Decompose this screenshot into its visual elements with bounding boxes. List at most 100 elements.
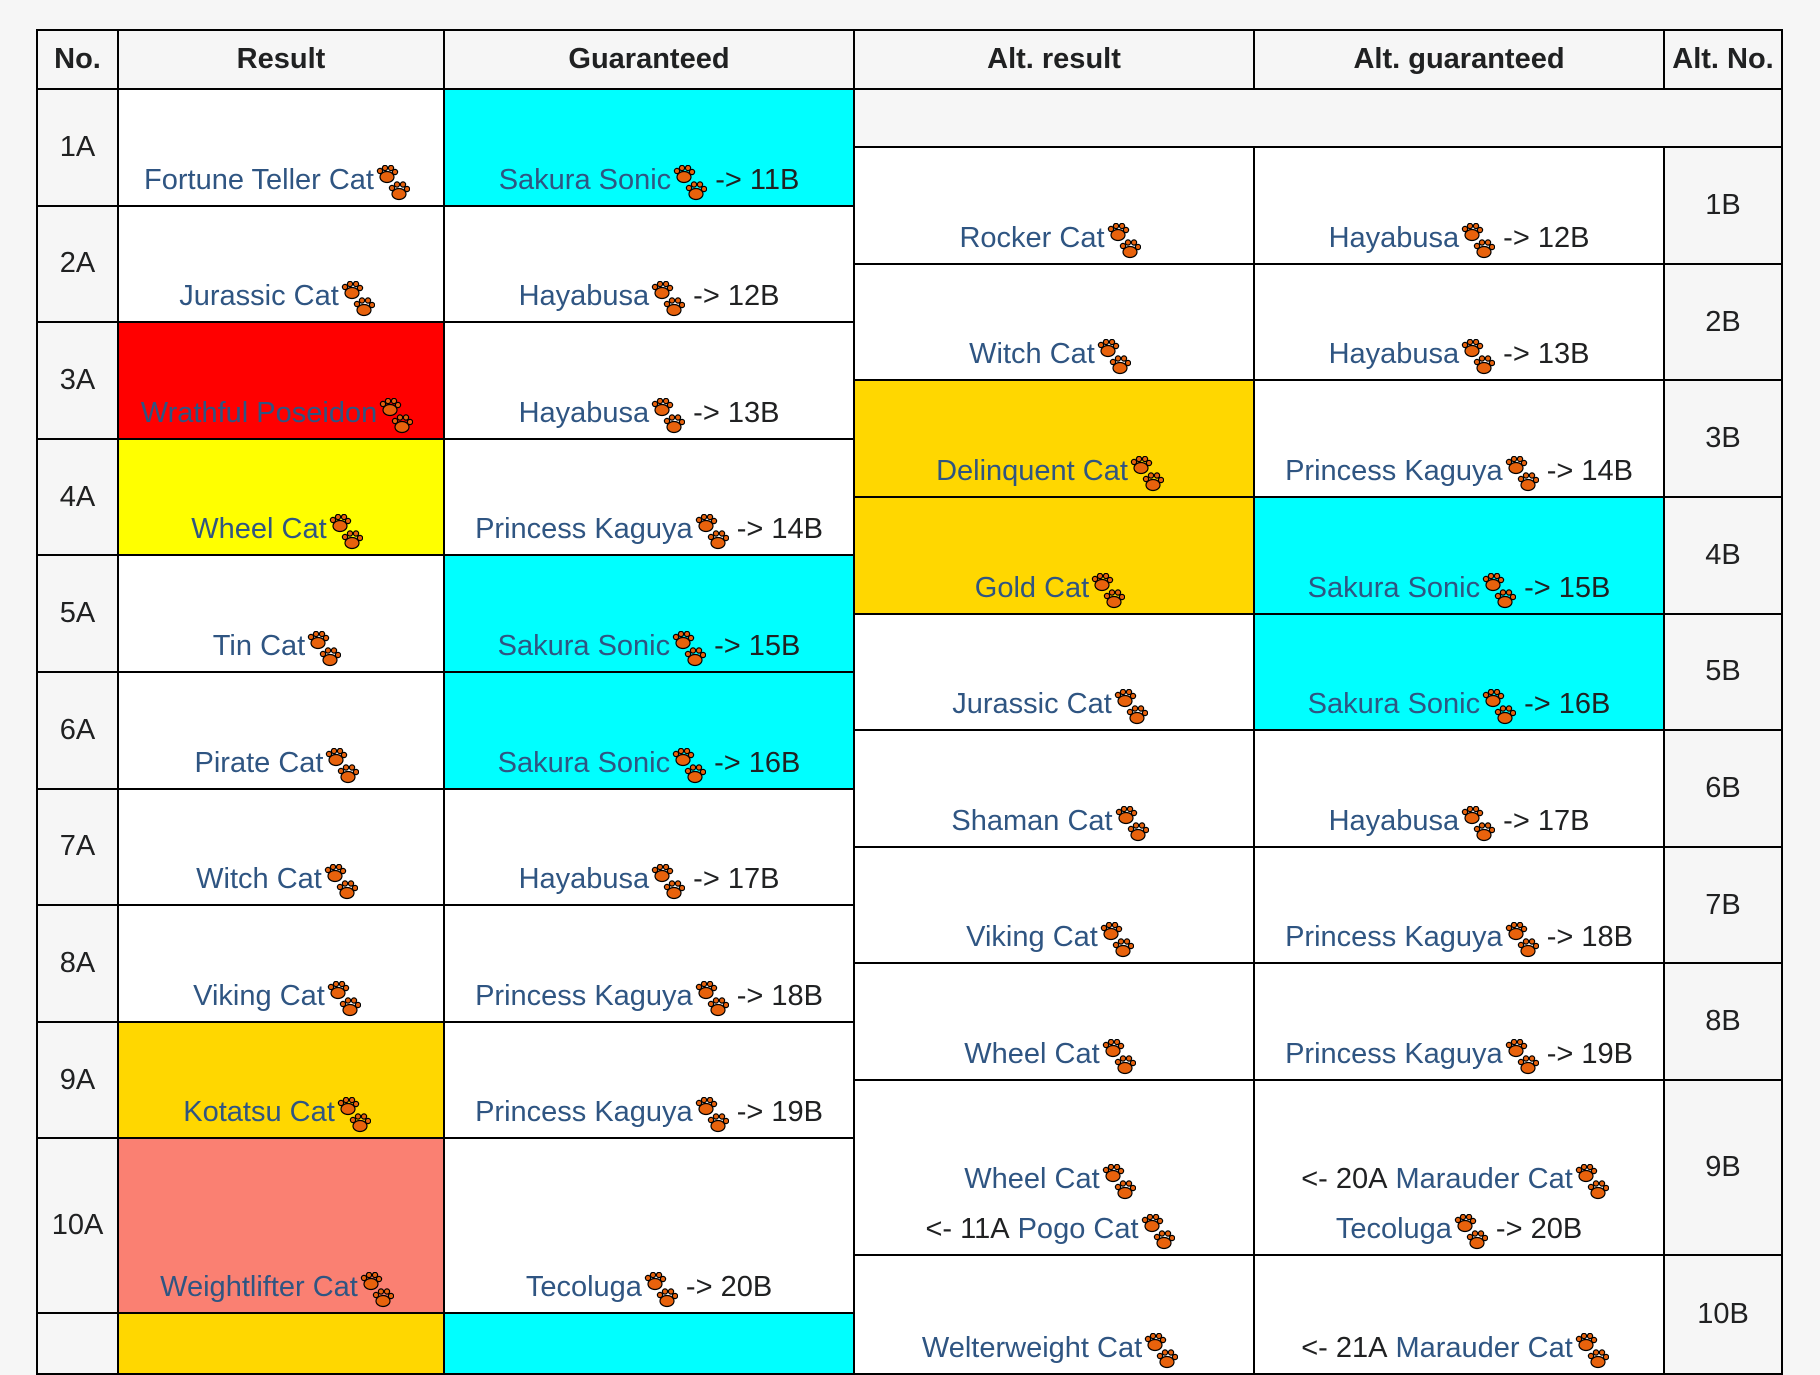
unit-link[interactable]: Jurassic Cat [179,280,339,313]
unit-link[interactable]: Princess Kaguya [475,513,693,546]
unit-link[interactable]: Princess Kaguya [1285,455,1503,488]
unit-link[interactable]: Pogo Cat [1017,1212,1139,1245]
alt-result-cell: Welterweight Cat [855,1255,1253,1373]
unit-link[interactable]: Delinquent Cat [936,455,1128,488]
alt-guaranteed-cell: <- 20A Marauder Cat Tecoluga -> 20B [1255,1081,1663,1254]
unit-link[interactable]: Witch Cat [196,863,322,896]
unit-link[interactable]: Hayabusa [1328,804,1460,837]
cell-line: Kotatsu Cat [183,1093,379,1133]
paw-icon [341,280,375,317]
paw-icon [1091,572,1126,609]
paw-icon [1102,1038,1136,1075]
cell-line: Princess Kaguya -> 18B [1285,918,1633,958]
gacha-track-table: No. Result Guaranteed Alt. result Alt. g… [36,29,1783,1375]
alt-result-cell: Shaman Cat [855,731,1253,846]
cell-line: Witch Cat [969,335,1139,375]
unit-link[interactable]: Hayabusa [1328,221,1460,254]
next-track-reference: -> 18B [736,979,823,1012]
unit-link[interactable]: Weightlifter Cat [160,1271,358,1304]
unit-link[interactable]: Hayabusa [518,863,650,896]
unit-link[interactable]: Sakura Sonic [497,746,671,779]
unit-link[interactable]: Princess Kaguya [475,1096,693,1129]
unit-link[interactable]: Sakura Sonic [497,629,671,662]
unit-link[interactable]: Princess Kaguya [1285,921,1503,954]
unit-link[interactable]: Hayabusa [518,396,650,429]
cell-line: Hayabusa -> 13B [1328,335,1589,375]
next-track-reference: -> 15B [1524,571,1611,604]
unit-link[interactable]: Hayabusa [1328,338,1460,371]
unit-link[interactable]: Viking Cat [193,979,325,1012]
next-track-reference: -> 19B [736,1096,823,1129]
alt-guaranteed-cell: Hayabusa -> 12B [1255,148,1663,263]
alt-guaranteed-cell: Princess Kaguya -> 19B [1255,964,1663,1080]
cell-line: Hayabusa -> 13B [518,394,779,433]
paw-icon [672,747,707,784]
unit-link[interactable]: Tin Cat [212,629,306,662]
paw-icon [1115,805,1149,842]
unit-link[interactable]: Kotatsu Cat [183,1096,335,1129]
row-number: 10A [38,1139,117,1313]
row-number: 1A [38,90,117,205]
header-alt-result: Alt. result [855,31,1253,88]
unit-link[interactable]: Gold Cat [974,571,1090,604]
alt-guaranteed-cell: Princess Kaguya -> 14B [1255,381,1663,497]
unit-link[interactable]: Rocker Cat [959,221,1105,254]
paw-icon [1575,1163,1609,1200]
paw-icon [1461,339,1496,375]
result-cell: Weightlifter Cat [119,1139,443,1313]
unit-link[interactable]: Welterweight Cat [921,1331,1143,1364]
paw-icon [1454,1213,1489,1250]
row-number: 4B [1665,498,1781,613]
unit-link[interactable]: Tecoluga [1335,1212,1452,1245]
cell-line: Delinquent Cat [936,452,1172,492]
cell-line: Princess Kaguya -> 19B [475,1093,823,1133]
unit-link[interactable]: Marauder Cat [1395,1331,1573,1364]
unit-link[interactable]: Wrathful Poseidon [140,396,378,429]
unit-link[interactable]: Princess Kaguya [475,979,693,1012]
header-guaranteed: Guaranteed [445,31,853,88]
alt-result-cell: Wheel Cat <- 11A Pogo Cat [855,1081,1253,1254]
paw-icon [307,630,342,667]
cell-line: Wheel Cat [191,510,370,550]
unit-link[interactable]: Wheel Cat [964,1038,1100,1071]
unit-link[interactable]: Sakura Sonic [498,163,672,196]
paw-icon [327,980,362,1017]
unit-link[interactable]: Hayabusa [518,280,650,313]
paw-icon [1505,922,1539,958]
unit-link[interactable]: Tecoluga [525,1271,642,1304]
unit-link[interactable]: Fortune Teller Cat [144,163,374,196]
next-track-reference: -> 14B [1546,455,1633,488]
unit-link[interactable]: Sakura Sonic [1307,688,1481,721]
row-number: 3B [1665,381,1781,497]
cell-line: Sakura Sonic -> 15B [497,627,800,667]
next-track-reference: -> 18B [1546,921,1633,954]
blank-offset-cell [855,90,1781,147]
row-number: 6B [1665,731,1781,846]
guaranteed-cell: Sakura Sonic -> 11B [445,90,853,205]
unit-link[interactable]: Marauder Cat [1395,1162,1573,1195]
unit-link[interactable]: Wheel Cat [964,1162,1100,1195]
result-cell: Viking Cat [119,906,443,1021]
unit-link[interactable]: Witch Cat [969,338,1095,371]
cell-line: Pirate Cat [194,744,368,783]
paw-icon [651,280,686,317]
paw-icon [1107,222,1141,259]
guaranteed-cell: Tecoluga -> 20B [445,1139,853,1313]
unit-link[interactable]: Shaman Cat [951,804,1113,837]
alt-guaranteed-cell: Hayabusa -> 13B [1255,264,1663,380]
unit-link[interactable]: Viking Cat [966,921,1098,954]
unit-link[interactable]: Sakura Sonic [1307,571,1481,604]
cell-line: Hayabusa -> 17B [518,860,779,900]
paw-icon [379,397,414,434]
cell-line: Viking Cat [193,977,369,1016]
alt-result-cell: Wheel Cat [855,964,1253,1080]
unit-link[interactable]: Princess Kaguya [1285,1038,1503,1071]
cell-line: Wheel Cat [964,1035,1143,1075]
unit-link[interactable]: Jurassic Cat [952,688,1112,721]
guaranteed-cell: Hayabusa -> 13B [445,323,853,438]
row-number: 7A [38,789,117,905]
unit-link[interactable]: Wheel Cat [191,513,327,546]
paw-icon [1575,1332,1609,1369]
row-number: 1B [1665,148,1781,263]
unit-link[interactable]: Pirate Cat [194,746,324,779]
